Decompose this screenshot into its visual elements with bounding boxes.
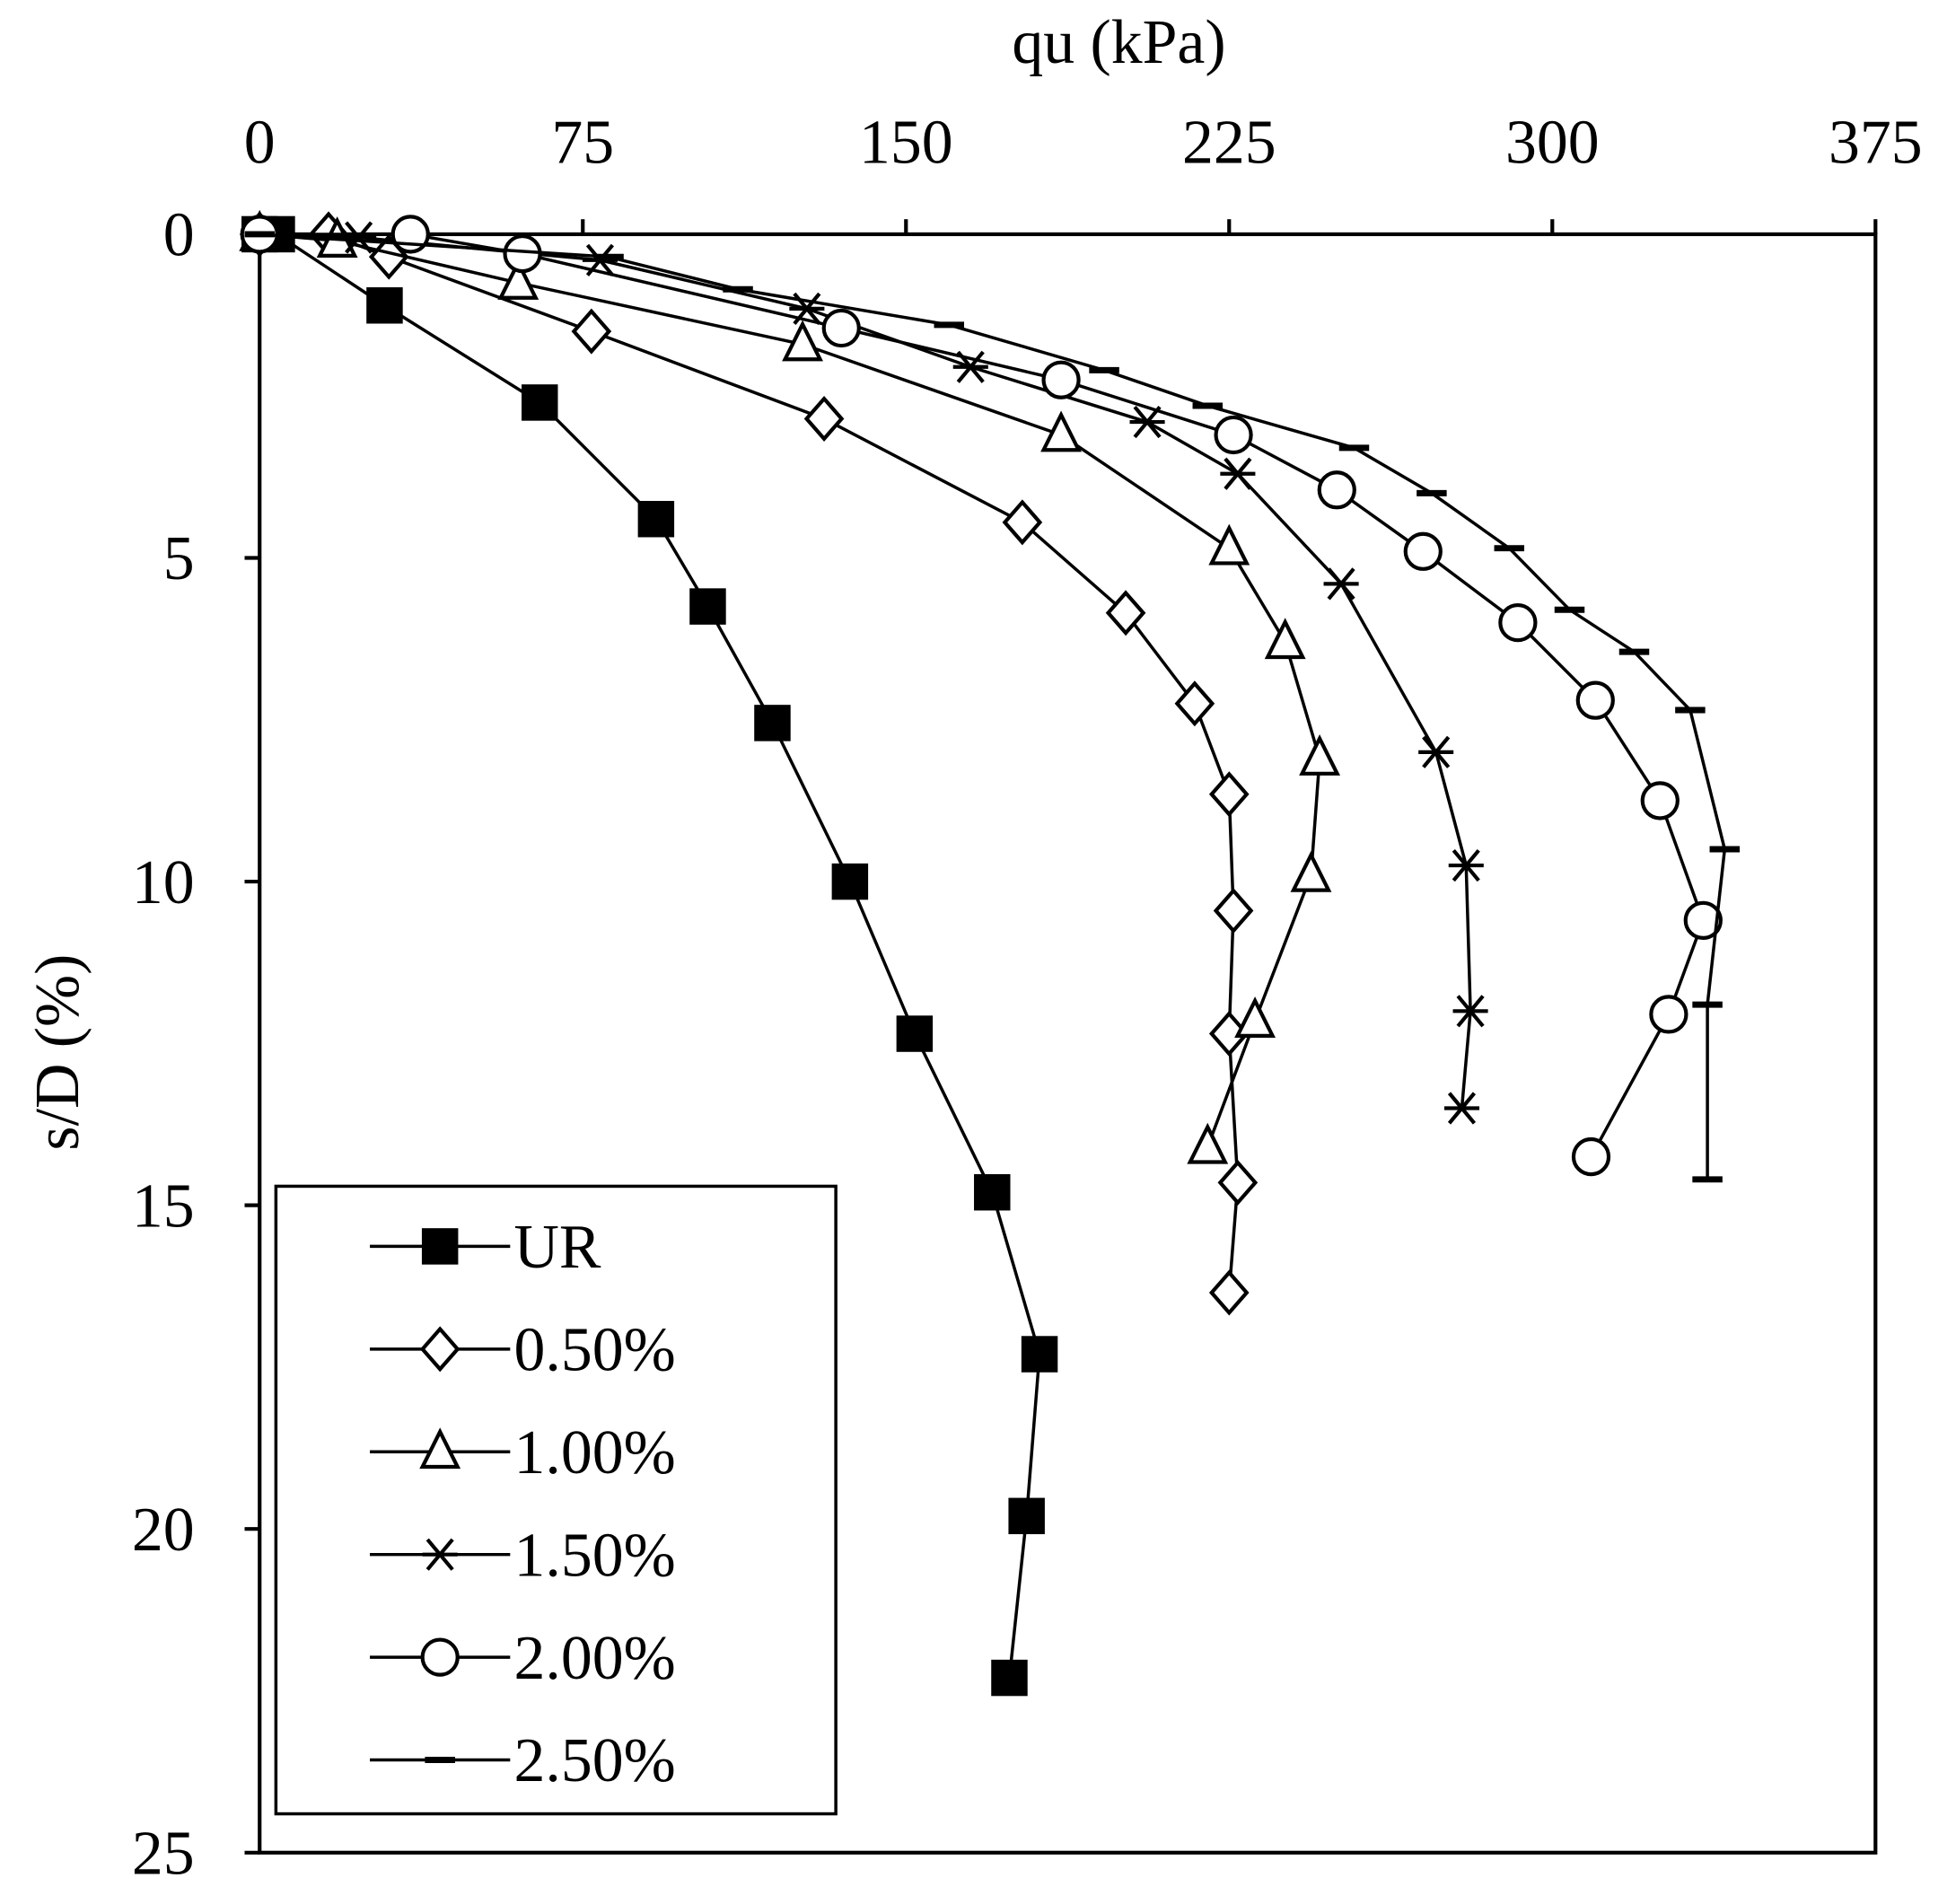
legend-label: UR	[514, 1213, 601, 1282]
marker	[1571, 1136, 1611, 1177]
y-tick-label: 5	[163, 524, 195, 593]
marker	[390, 215, 430, 254]
marker	[1174, 680, 1215, 727]
marker	[1213, 888, 1254, 934]
marker	[974, 1173, 1011, 1211]
marker	[1290, 850, 1332, 892]
y-tick-label: 10	[132, 848, 195, 917]
marker	[1129, 405, 1165, 439]
marker	[341, 221, 377, 254]
marker	[366, 287, 403, 324]
marker	[831, 863, 869, 900]
marker	[1041, 360, 1081, 399]
marker	[522, 384, 558, 421]
marker	[1002, 499, 1043, 546]
marker	[497, 259, 539, 300]
marker	[1683, 900, 1723, 940]
marker	[1187, 1122, 1229, 1164]
y-tick-label: 20	[132, 1496, 195, 1565]
legend: UR 0.50% 1.00% 1.50% 2.00% 2.50%	[274, 1184, 838, 1816]
marker	[637, 501, 675, 538]
series-line	[259, 233, 1727, 1180]
marker	[991, 1659, 1028, 1697]
marker	[1317, 470, 1356, 510]
plot-frame	[258, 232, 1878, 1855]
marker	[1234, 996, 1276, 1038]
marker	[1403, 531, 1443, 571]
marker	[1575, 680, 1615, 720]
marker	[1443, 1092, 1480, 1125]
marker	[1105, 590, 1146, 636]
marker	[1214, 415, 1253, 455]
marker	[1299, 734, 1341, 776]
marker	[1264, 618, 1306, 660]
legend-marker	[422, 1538, 458, 1571]
x-tick-label: 375	[1829, 108, 1923, 177]
x-tick-label: 225	[1182, 108, 1276, 177]
legend-label: 1.00%	[514, 1418, 676, 1487]
marker	[1498, 602, 1538, 643]
marker	[1208, 771, 1250, 818]
marker	[1452, 995, 1488, 1028]
x-tick-label: 300	[1505, 108, 1600, 177]
marker	[754, 705, 791, 741]
marker	[1208, 523, 1250, 566]
marker	[803, 395, 845, 442]
x-tick-label: 75	[551, 108, 614, 177]
legend-label: 1.50%	[514, 1521, 676, 1590]
marker	[1640, 781, 1680, 820]
marker	[1008, 1497, 1045, 1535]
legend-marker	[421, 1228, 459, 1265]
legend-box	[274, 1184, 838, 1816]
series-line	[259, 233, 1472, 1109]
marker	[689, 588, 726, 625]
x-tick-label: 150	[859, 108, 953, 177]
marker	[782, 320, 823, 362]
marker	[1649, 995, 1688, 1034]
marker	[1220, 457, 1256, 490]
legend-marker	[419, 1326, 460, 1373]
marker	[896, 1015, 934, 1052]
x-tick-label: 0	[244, 108, 276, 177]
series-line	[259, 233, 1321, 1148]
marker	[571, 308, 612, 355]
marker	[1448, 848, 1484, 882]
marker	[1217, 1159, 1259, 1206]
y-tick-label: 25	[132, 1820, 195, 1889]
y-tick-label: 15	[132, 1171, 195, 1241]
marker	[1418, 735, 1454, 768]
series-line	[259, 233, 1706, 1158]
y-axis-title: s/D (%)	[23, 954, 92, 1151]
marker	[821, 308, 861, 348]
legend-marker	[419, 1427, 461, 1470]
legend-label: 0.50%	[514, 1316, 676, 1385]
legend-marker	[420, 1637, 460, 1677]
legend-label: 2.00%	[514, 1624, 676, 1693]
x-axis-title: qu (kPa)	[1012, 8, 1225, 77]
legend-label: 2.50%	[514, 1726, 676, 1795]
marker	[1208, 1269, 1250, 1316]
marker	[1323, 567, 1359, 601]
marker	[1040, 410, 1082, 452]
series-line	[259, 233, 1240, 1294]
y-tick-label: 0	[163, 201, 195, 270]
marker	[1021, 1336, 1058, 1373]
